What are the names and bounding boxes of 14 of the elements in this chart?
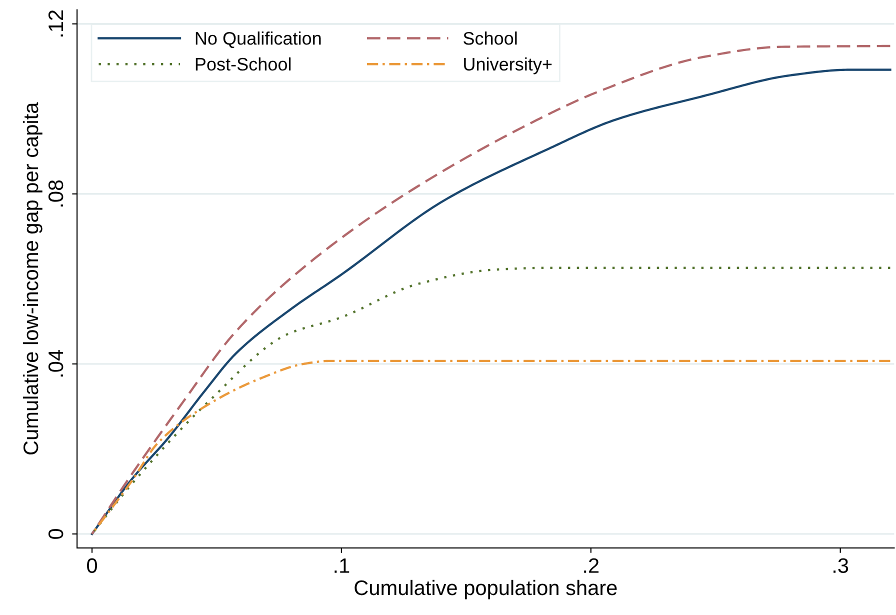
legend-label: Post-School: [196, 57, 291, 71]
y-tick-label: 0: [48, 528, 64, 539]
x-tick-label: .3: [834, 558, 848, 573]
legend-label: School: [464, 32, 517, 45]
x-tick-label: 0: [87, 558, 97, 573]
legend-label: University+: [464, 57, 552, 74]
y-tick-label: .12: [48, 10, 64, 36]
y-axis-title: Cumulative low-income gap per capita: [22, 102, 42, 454]
x-tick-label: .1: [334, 558, 350, 573]
legend-label: No Qualification: [196, 32, 321, 48]
x-axis-title: Cumulative population share: [354, 580, 617, 600]
x-tick-label: .2: [584, 558, 599, 573]
y-tick-label: .08: [48, 180, 64, 206]
y-tick-label: .04: [48, 350, 64, 376]
